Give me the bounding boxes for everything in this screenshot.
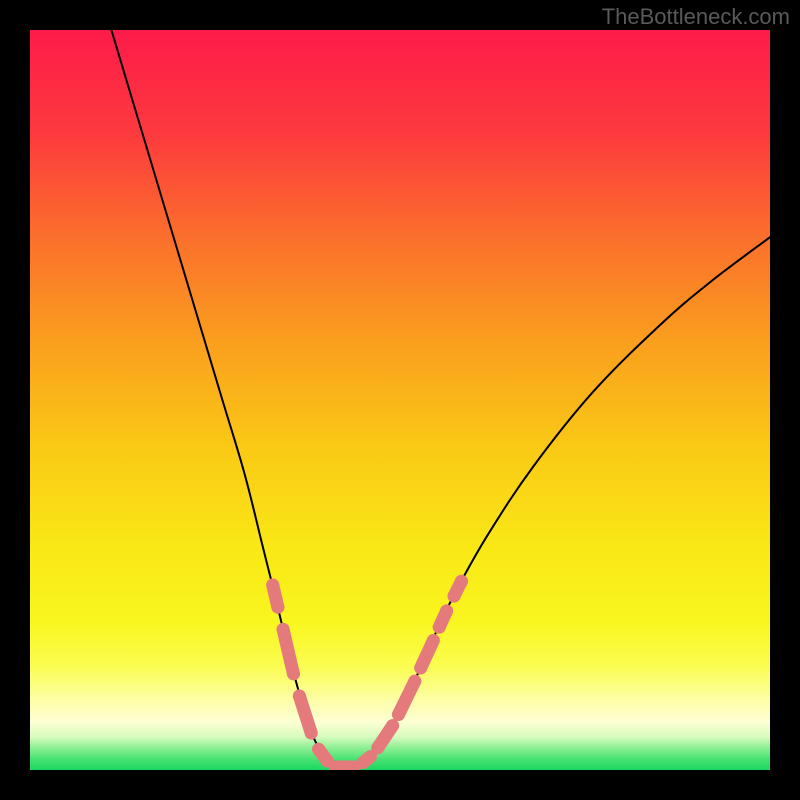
marker-cap bbox=[287, 667, 300, 680]
marker-cap bbox=[271, 601, 284, 614]
marker-cap bbox=[448, 590, 461, 603]
marker-capsule bbox=[283, 629, 293, 673]
marker-cap bbox=[277, 623, 290, 636]
marker-cap bbox=[427, 634, 440, 647]
marker-cap bbox=[371, 741, 384, 754]
marker-cap bbox=[455, 575, 468, 588]
marker-cap bbox=[312, 743, 325, 756]
chart-container: TheBottleneck.com bbox=[0, 0, 800, 800]
marker-cap bbox=[386, 719, 399, 732]
marker-cap bbox=[392, 708, 405, 721]
marker-cap bbox=[408, 675, 421, 688]
plot-area bbox=[30, 30, 770, 770]
marker-cap bbox=[414, 661, 427, 674]
marker-cap bbox=[440, 604, 453, 617]
chart-svg bbox=[30, 30, 770, 770]
marker-group bbox=[266, 575, 468, 770]
marker-cap bbox=[305, 727, 318, 740]
marker-cap bbox=[293, 690, 306, 703]
marker-cap bbox=[433, 621, 446, 634]
bottleneck-curve bbox=[111, 30, 770, 770]
watermark-text: TheBottleneck.com bbox=[602, 4, 790, 30]
marker-cap bbox=[266, 579, 279, 592]
